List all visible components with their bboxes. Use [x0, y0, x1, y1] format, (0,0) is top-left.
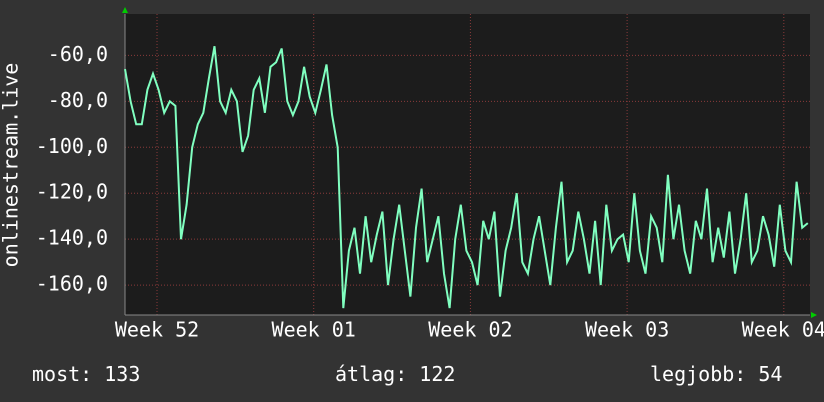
stat-value: 54 — [758, 362, 782, 386]
x-tick-label: Week 52 — [115, 318, 199, 342]
y-tick-label: -120,0 — [36, 180, 108, 204]
axis-arrow — [811, 312, 817, 318]
stat: átlag: 122 — [335, 362, 455, 386]
stat-label: legjobb: — [650, 362, 746, 386]
stat-value: 133 — [104, 362, 140, 386]
y-tick-label: -160,0 — [36, 272, 108, 296]
y-tick-label: -100,0 — [36, 134, 108, 158]
stat: legjobb: 54 — [650, 362, 782, 386]
data-line — [124, 46, 809, 309]
x-tick-label: Week 01 — [272, 318, 356, 342]
plot-area — [125, 14, 810, 315]
x-tick-label: Week 03 — [585, 318, 669, 342]
stat-label: most: — [32, 362, 92, 386]
x-tick-label: Week 02 — [428, 318, 512, 342]
y-tick-label: -60,0 — [48, 42, 108, 66]
stat: most: 133 — [32, 362, 140, 386]
x-tick-label: Week 04 — [742, 318, 824, 342]
axis-arrow — [122, 7, 128, 13]
stat-value: 122 — [419, 362, 455, 386]
y-tick-label: -140,0 — [36, 226, 108, 250]
stat-label: átlag: — [335, 362, 407, 386]
y-tick-label: -80,0 — [48, 88, 108, 112]
y-axis-label: onlinestream.live — [0, 63, 23, 268]
